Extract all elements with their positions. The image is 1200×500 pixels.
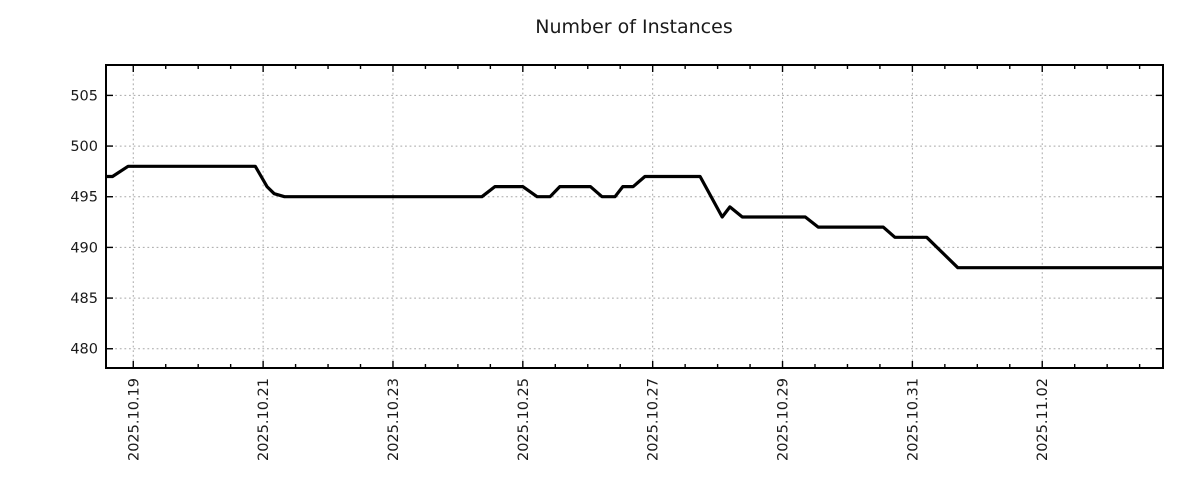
y-tick-label: 485	[70, 291, 98, 307]
x-tick-label: 2025.10.21	[256, 378, 272, 461]
y-tick-label: 480	[70, 342, 98, 358]
y-tick-label: 490	[70, 240, 98, 256]
plot-border	[105, 64, 1164, 369]
y-tick-label: 500	[70, 139, 98, 155]
y-tick-label: 505	[70, 88, 98, 104]
x-tick-label: 2025.10.19	[126, 378, 142, 461]
x-tick-label: 2025.10.31	[905, 378, 921, 461]
chart-title: Number of Instances	[535, 16, 733, 38]
x-tick-label: 2025.10.27	[646, 378, 662, 461]
x-tick-label: 2025.10.29	[776, 378, 792, 461]
x-tick-label: 2025.10.23	[386, 378, 402, 461]
x-tick-label: 2025.10.25	[516, 378, 532, 461]
x-tick-label: 2025.11.02	[1035, 378, 1051, 461]
data-series-line	[106, 164, 1163, 270]
y-tick-label: 495	[70, 190, 98, 206]
